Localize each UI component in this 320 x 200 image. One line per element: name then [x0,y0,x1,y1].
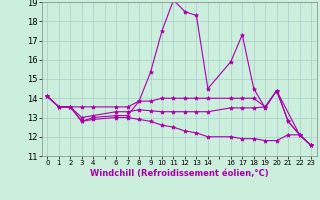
X-axis label: Windchill (Refroidissement éolien,°C): Windchill (Refroidissement éolien,°C) [90,169,268,178]
